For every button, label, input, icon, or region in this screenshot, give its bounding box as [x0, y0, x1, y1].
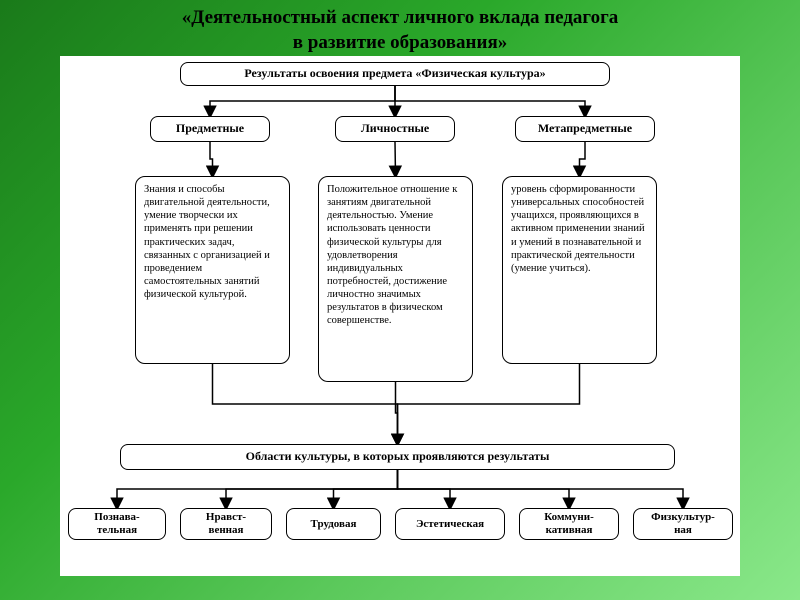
node-a5: Коммуни- кативная [519, 508, 619, 540]
node-desc_subject: Знания и способы двигательной деятельнос… [135, 176, 290, 364]
edge-meta-desc_meta [580, 142, 586, 176]
diagram-canvas: Результаты освоения предмета «Физическая… [60, 56, 740, 576]
node-desc_personal: Положительное отношение к занятиям двига… [318, 176, 473, 382]
node-a4: Эстетическая [395, 508, 505, 540]
edge-subject-desc_subject [210, 142, 213, 176]
node-areas: Области культуры, в которых проявляются … [120, 444, 675, 470]
node-meta: Метапредметные [515, 116, 655, 142]
edge-areas-a1 [117, 470, 398, 508]
node-desc_meta: уровень сформированности универсальных с… [502, 176, 657, 364]
edge-personal-desc_personal [395, 142, 396, 176]
node-root: Результаты освоения предмета «Физическая… [180, 62, 610, 86]
title-line-1: «Деятельностный аспект личного вклада пе… [182, 7, 618, 28]
node-a6: Физкультур- ная [633, 508, 733, 540]
node-a2: Нравст- венная [180, 508, 272, 540]
edge-desc_personal-areas [396, 382, 398, 444]
edge-areas-a6 [398, 470, 684, 508]
node-a1: Познава- тельная [68, 508, 166, 540]
node-personal: Личностные [335, 116, 455, 142]
edge-root-meta [395, 86, 585, 116]
edge-areas-a2 [226, 470, 398, 508]
edge-areas-a5 [398, 470, 570, 508]
node-subject: Предметные [150, 116, 270, 142]
edge-areas-a3 [334, 470, 398, 508]
slide-title: «Деятельностный аспект личного вклада пе… [0, 0, 800, 59]
edge-root-subject [210, 86, 395, 116]
title-line-2: в развитие образования» [293, 32, 507, 53]
edge-areas-a4 [398, 470, 451, 508]
node-a3: Трудовая [286, 508, 381, 540]
